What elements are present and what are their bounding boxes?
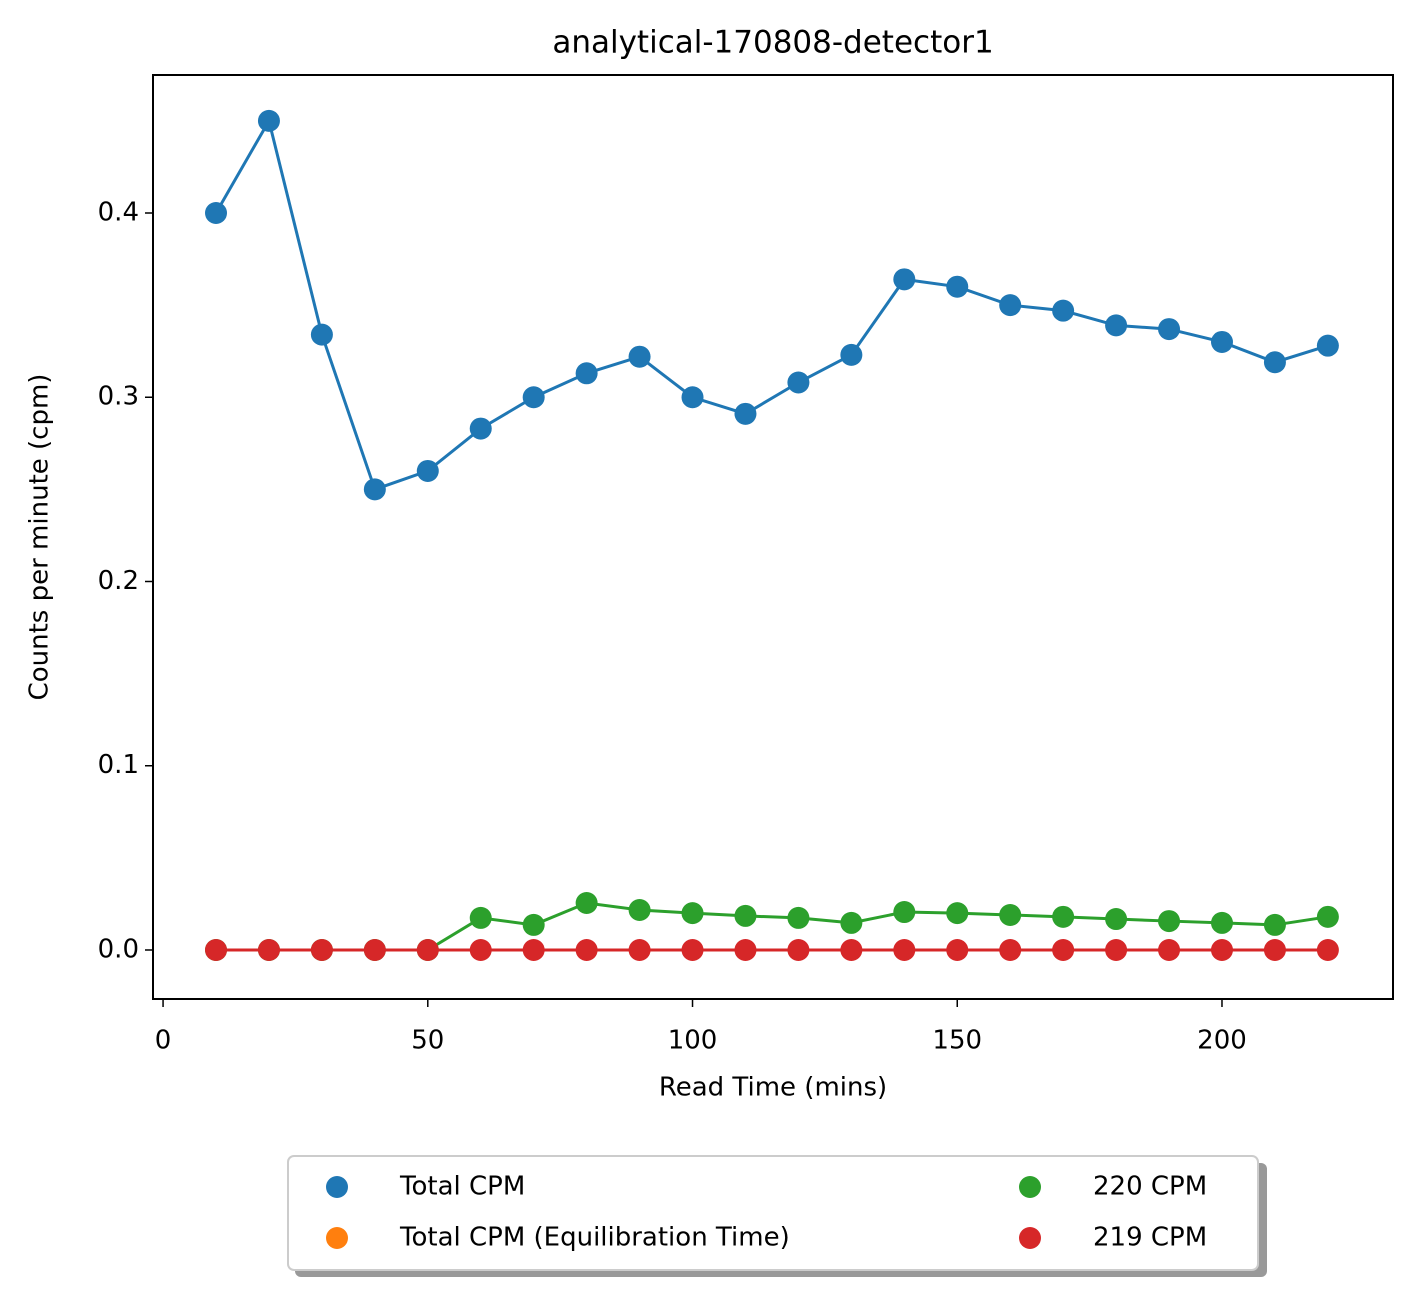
- legend-marker: [326, 1227, 348, 1249]
- data-point: [1158, 910, 1181, 933]
- legend-marker: [326, 1176, 348, 1198]
- data-point: [1316, 334, 1339, 357]
- y-tick-label: 0.2: [98, 566, 139, 596]
- legend-label: 219 CPM: [1093, 1223, 1207, 1253]
- data-point: [522, 386, 545, 409]
- data-point: [1316, 905, 1339, 928]
- data-point: [681, 902, 704, 925]
- data-point: [1105, 938, 1128, 961]
- legend: [287, 1155, 1259, 1271]
- data-point: [893, 901, 916, 924]
- data-point: [416, 459, 439, 482]
- data-point: [363, 478, 386, 501]
- data-point: [522, 913, 545, 936]
- data-point: [1158, 318, 1181, 341]
- data-point: [1210, 911, 1233, 934]
- data-point: [1052, 938, 1075, 961]
- data-point: [628, 938, 651, 961]
- data-point: [469, 417, 492, 440]
- data-point: [1052, 299, 1075, 322]
- y-tick-label: 0.1: [98, 750, 139, 780]
- data-point: [469, 938, 492, 961]
- data-point: [840, 343, 863, 366]
- legend-label: Total CPM: [399, 1172, 525, 1202]
- data-point: [628, 345, 651, 368]
- data-point: [257, 109, 280, 132]
- data-point: [1158, 938, 1181, 961]
- data-point: [575, 938, 598, 961]
- data-point: [363, 938, 386, 961]
- data-point: [787, 938, 810, 961]
- data-point: [1210, 938, 1233, 961]
- legend-label: Total CPM (Equilibration Time): [399, 1223, 790, 1253]
- data-point: [310, 938, 333, 961]
- data-point: [522, 938, 545, 961]
- x-tick-label: 0: [155, 1026, 172, 1056]
- y-tick-label: 0.4: [98, 198, 139, 228]
- series-line: [214, 116, 1329, 492]
- y-tick-label: 0.0: [98, 934, 139, 964]
- data-point: [999, 938, 1022, 961]
- y-axis-label: Counts per minute (cpm): [25, 374, 55, 701]
- legend-label: 220 CPM: [1093, 1172, 1207, 1202]
- legend-marker: [1019, 1227, 1041, 1249]
- legend-marker: [1019, 1176, 1041, 1198]
- data-point: [734, 938, 757, 961]
- data-point: [205, 938, 228, 961]
- data-point: [1316, 938, 1339, 961]
- data-point: [1052, 905, 1075, 928]
- data-point: [681, 386, 704, 409]
- data-point: [787, 371, 810, 394]
- x-tick-label: 150: [932, 1026, 982, 1056]
- data-point: [946, 902, 969, 925]
- data-point: [1263, 938, 1286, 961]
- data-point: [1263, 351, 1286, 374]
- plot-frame: [152, 74, 1394, 1000]
- data-point: [257, 938, 280, 961]
- data-point: [999, 294, 1022, 317]
- data-point: [893, 938, 916, 961]
- data-point: [1263, 913, 1286, 936]
- data-point: [575, 362, 598, 385]
- data-point: [946, 938, 969, 961]
- x-tick-label: 50: [411, 1026, 444, 1056]
- x-tick-label: 100: [668, 1026, 718, 1056]
- data-point: [681, 938, 704, 961]
- data-point: [469, 906, 492, 929]
- data-point: [1210, 330, 1233, 353]
- data-point: [893, 268, 916, 291]
- data-point: [734, 402, 757, 425]
- data-point: [840, 911, 863, 934]
- y-tick-label: 0.3: [98, 382, 139, 412]
- data-point: [416, 938, 439, 961]
- data-point: [946, 275, 969, 298]
- data-point: [575, 892, 598, 915]
- data-point: [1105, 314, 1128, 337]
- data-point: [310, 323, 333, 346]
- x-tick-label: 200: [1197, 1026, 1247, 1056]
- data-point: [787, 906, 810, 929]
- data-point: [628, 899, 651, 922]
- data-point: [205, 202, 228, 225]
- x-axis-label: Read Time (mins): [659, 1073, 887, 1103]
- data-point: [734, 904, 757, 927]
- data-point: [999, 903, 1022, 926]
- data-point: [840, 938, 863, 961]
- chart-title: analytical-170808-detector1: [552, 25, 993, 61]
- data-point: [1105, 908, 1128, 931]
